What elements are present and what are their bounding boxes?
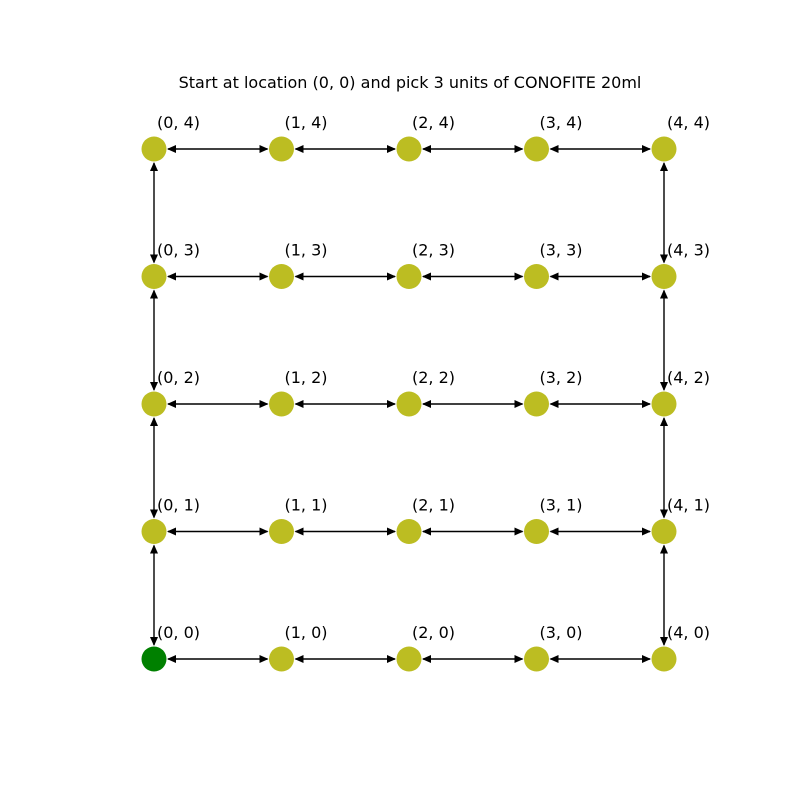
node-label-1-0: (1, 0) (285, 623, 328, 642)
node-3-3 (524, 264, 549, 289)
node-4-2 (651, 391, 677, 417)
node-1-0 (269, 646, 294, 672)
node-label-3-4: (3, 4) (540, 113, 583, 132)
node-label-1-3: (1, 3) (285, 241, 328, 260)
node-label-3-2: (3, 2) (540, 368, 583, 387)
node-3-2 (524, 391, 549, 417)
node-label-2-3: (2, 3) (412, 241, 455, 260)
node-label-4-2: (4, 2) (667, 368, 710, 387)
node-label-3-0: (3, 0) (540, 623, 583, 642)
node-4-4 (651, 136, 677, 162)
node-0-4 (141, 136, 167, 162)
node-3-0 (524, 646, 549, 672)
node-4-3 (651, 264, 677, 289)
node-label-4-4: (4, 4) (667, 113, 710, 132)
node-1-1 (269, 519, 294, 544)
node-2-4 (396, 136, 422, 162)
node-0-2 (141, 391, 167, 417)
node-label-3-1: (3, 1) (540, 496, 583, 515)
node-3-4 (524, 136, 549, 162)
node-0-1 (141, 519, 167, 544)
labels-layer: (0, 0) (1, 0) (2, 0) (3, 0) (4, 0) (0, 1) (1, … (157, 113, 710, 642)
node-label-1-2: (1, 2) (285, 368, 328, 387)
node-1-3 (269, 264, 294, 289)
graph-title: Start at location (0, 0) and pick 3 unit… (179, 73, 642, 92)
node-label-1-4: (1, 4) (285, 113, 328, 132)
node-2-1 (396, 519, 422, 544)
node-label-0-4: (0, 4) (157, 113, 200, 132)
node-label-2-1: (2, 1) (412, 496, 455, 515)
node-label-3-3: (3, 3) (540, 241, 583, 260)
node-1-2 (269, 391, 294, 417)
node-4-0 (651, 646, 677, 672)
node-3-1 (524, 519, 549, 544)
node-label-0-2: (0, 2) (157, 368, 200, 387)
node-label-0-0: (0, 0) (157, 623, 200, 642)
start-node-0-0 (141, 646, 167, 672)
node-2-0 (396, 646, 422, 672)
node-2-2 (396, 391, 422, 417)
node-label-4-1: (4, 1) (667, 496, 710, 515)
node-label-2-2: (2, 2) (412, 368, 455, 387)
node-0-3 (141, 264, 167, 289)
node-label-4-0: (4, 0) (667, 623, 710, 642)
node-1-4 (269, 136, 294, 162)
node-label-2-4: (2, 4) (412, 113, 455, 132)
node-label-4-3: (4, 3) (667, 241, 710, 260)
node-label-0-1: (0, 1) (157, 496, 200, 515)
node-label-0-3: (0, 3) (157, 241, 200, 260)
node-label-1-1: (1, 1) (285, 496, 328, 515)
nodes-layer (141, 136, 677, 672)
node-4-1 (651, 519, 677, 544)
node-label-2-0: (2, 0) (412, 623, 455, 642)
edges-layer (150, 145, 668, 663)
node-2-3 (396, 264, 422, 289)
